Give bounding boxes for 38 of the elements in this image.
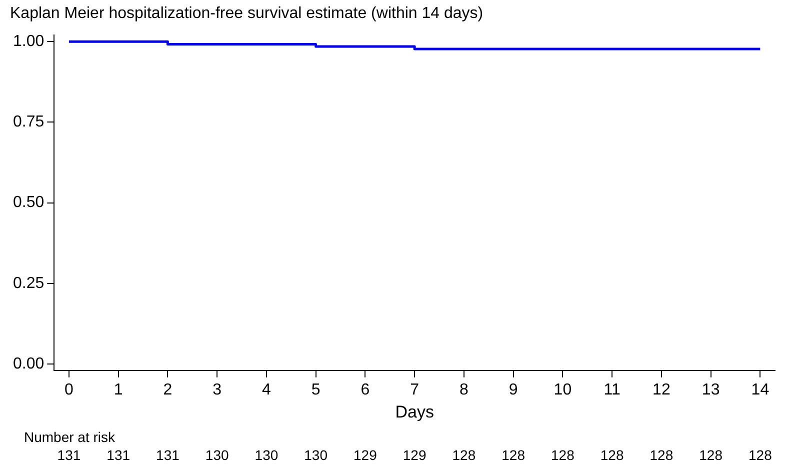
text: 128 [699,446,723,463]
text: 130 [254,446,278,463]
x-tick-label: 7 [410,381,420,398]
x-tick-label: 11 [604,381,620,398]
y-tick-label: 0.00 [13,355,44,372]
x-tick-label: 6 [360,381,370,398]
x-tick-label: 4 [262,381,271,398]
x-tick-label: 1 [114,381,123,398]
y-tick-label: 1.00 [13,33,44,50]
text: Number at risk [24,428,116,445]
x-tick-label: 2 [163,381,172,398]
text: 131 [106,446,130,463]
text: 130 [205,446,229,463]
y-tick-label: 0.75 [13,114,44,131]
x-axis-title: Days [395,402,434,422]
text: 128 [452,446,476,463]
text: 128 [650,446,674,463]
x-tick-label: 12 [652,381,670,398]
text: 130 [304,446,328,463]
text: 128 [748,446,772,463]
y-tick-label: 0.50 [13,194,44,212]
x-tick-label: 5 [311,381,320,398]
x-tick-label: 13 [702,381,720,398]
x-tick-label: 10 [554,381,572,398]
chart-title: Kaplan Meier hospitalization-free survival estimate (within 14 days) [10,5,484,22]
text: 129 [402,446,426,463]
text: 131 [156,446,180,463]
x-tick-label: 14 [751,381,770,398]
y-tick-label: 0.25 [13,274,44,292]
x-tick-label: 0 [64,381,74,398]
x-tick-label: 9 [508,381,518,398]
text: 128 [551,446,575,463]
x-tick-label: 8 [459,381,468,398]
text: 128 [600,446,624,463]
text: 128 [502,446,526,463]
text: 129 [354,446,378,463]
text: 131 [57,446,81,463]
x-tick-label: 3 [212,381,222,398]
